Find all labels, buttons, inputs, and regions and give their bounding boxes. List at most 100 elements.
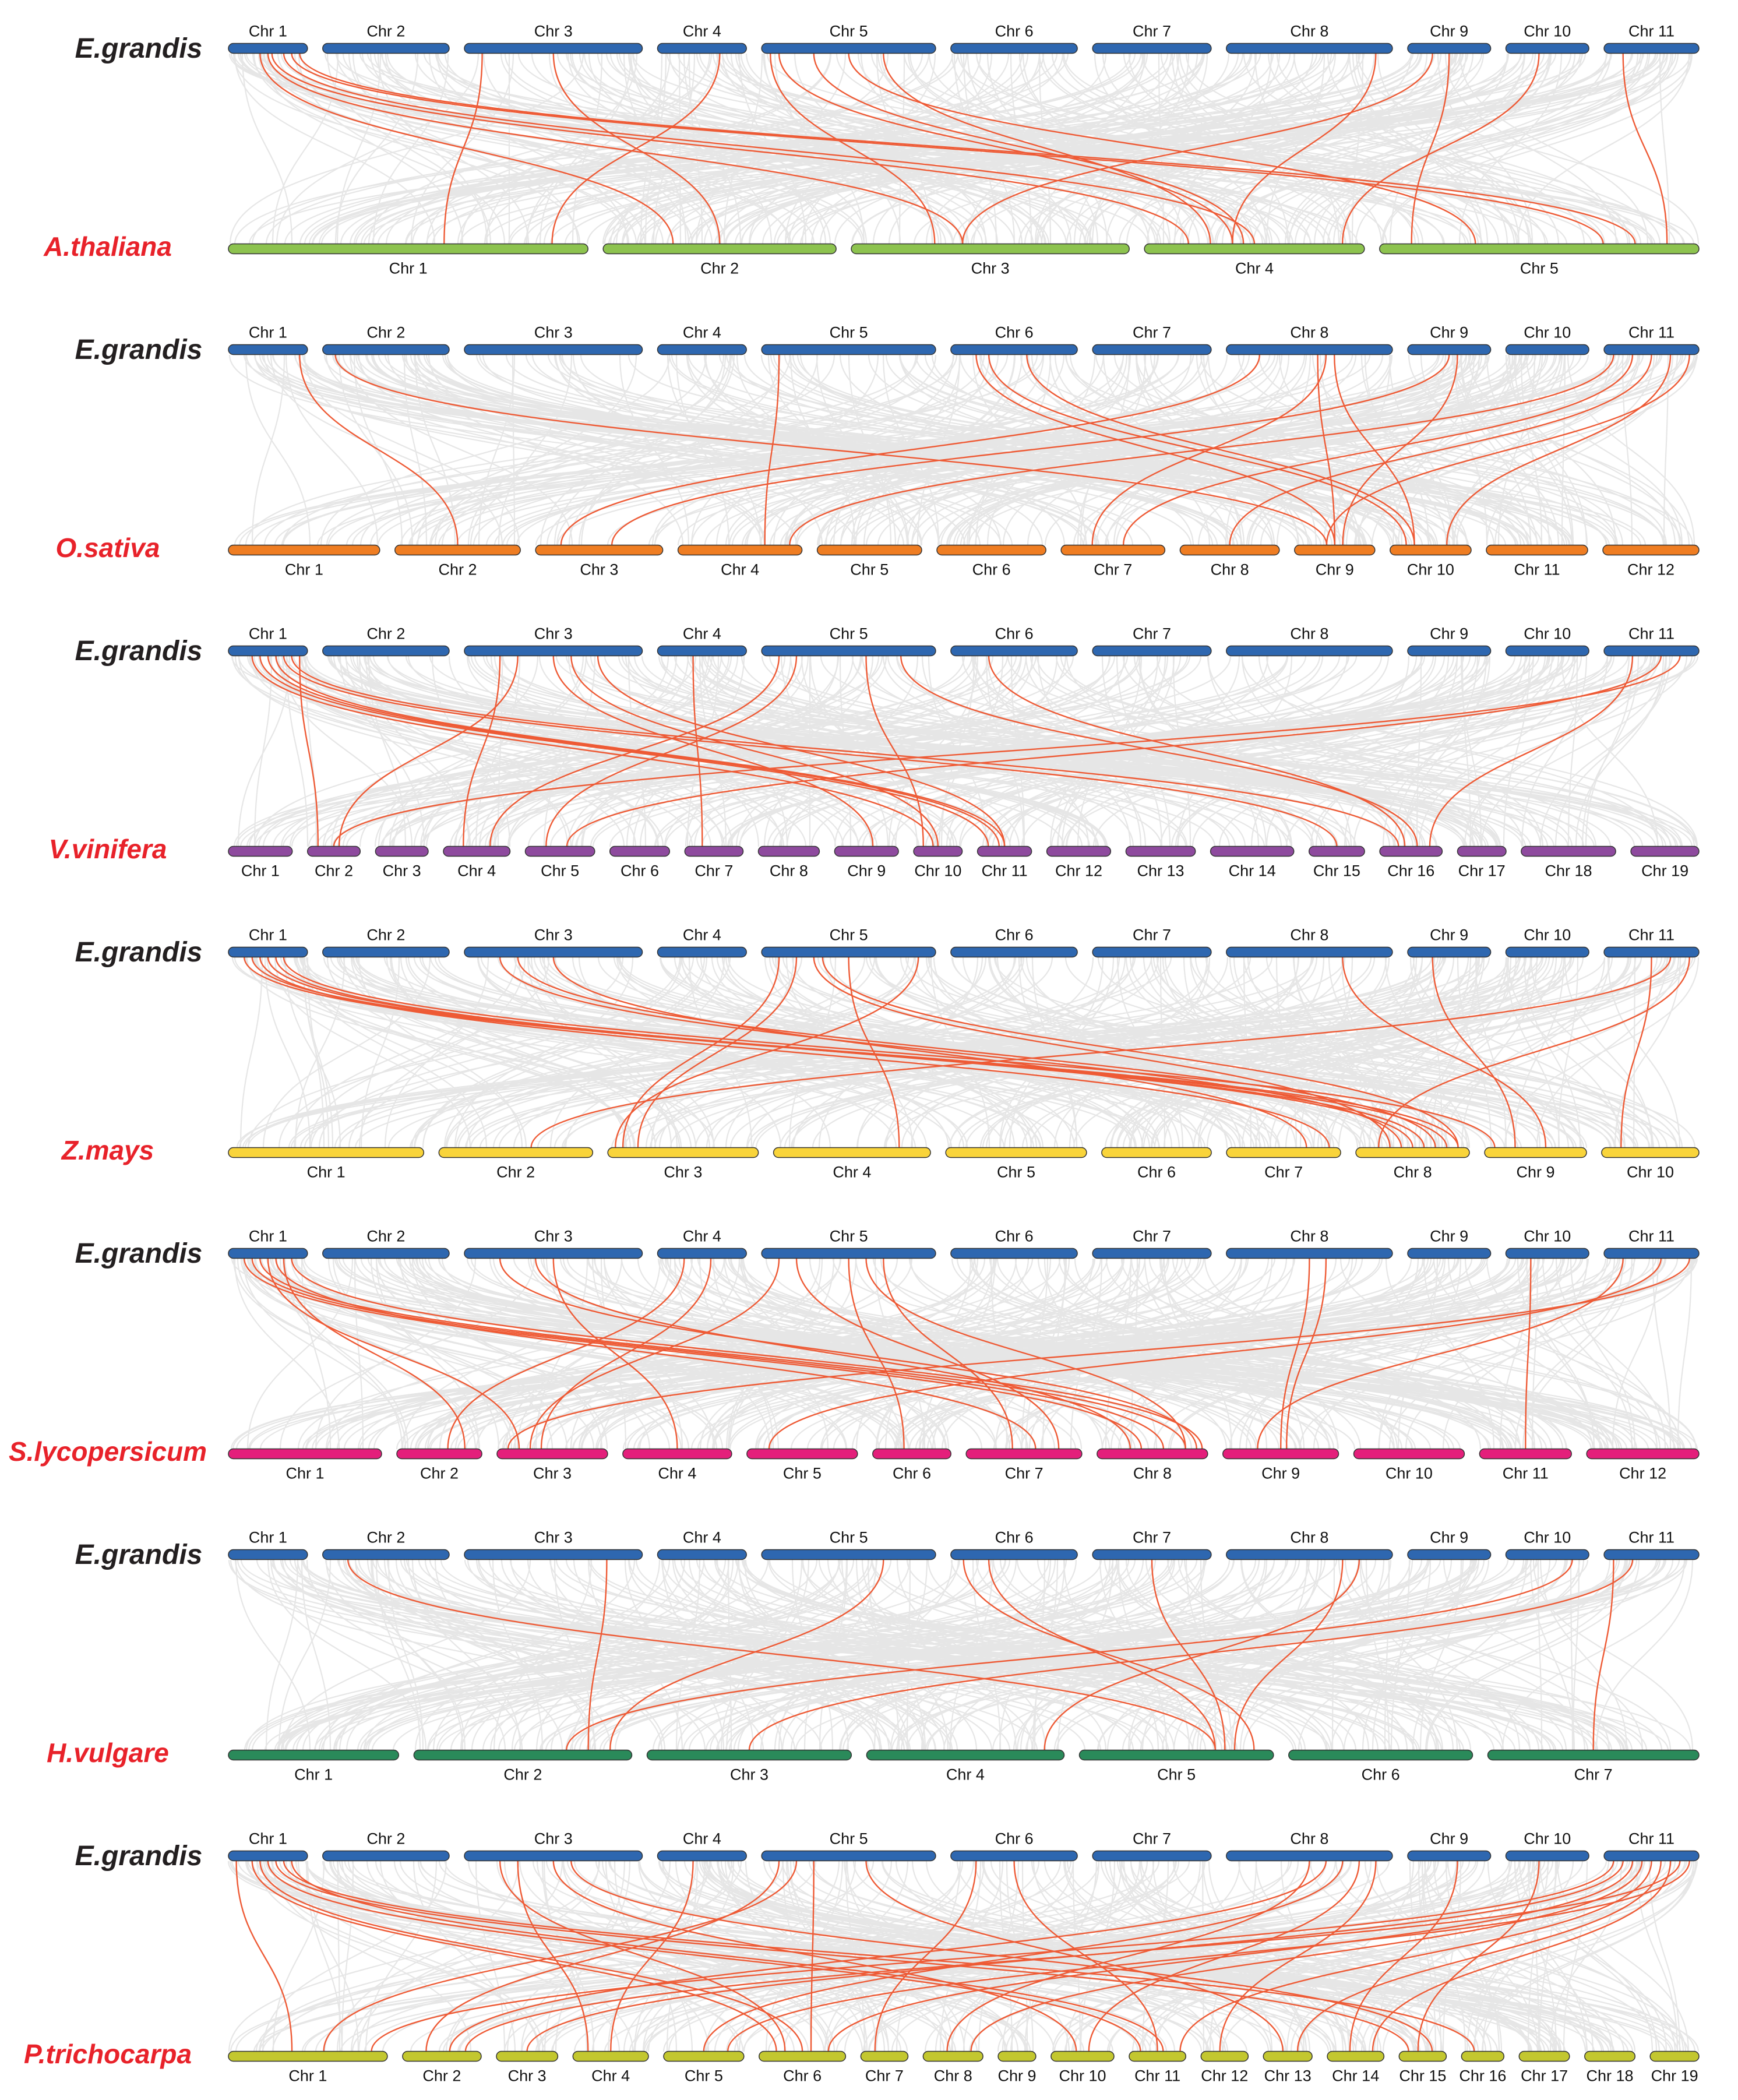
zmays-link-3: [259, 957, 1330, 1148]
ptrichocarpa-target-chr-19: [1649, 2050, 1700, 2062]
slycopersicum-link-18: [1280, 1258, 1310, 1449]
vvinifera-target-chr-label-9: Chr 9: [847, 862, 886, 880]
hvulgare-link-5: [988, 1559, 1216, 1750]
athaliana-reference-chr-6: [950, 43, 1078, 54]
ptrichocarpa-link-33: [464, 1861, 1681, 2052]
athaliana-reference-chr-1: [228, 43, 308, 54]
hvulgare-reference-chr-5: [761, 1549, 936, 1560]
osativa-target-chr-1: [228, 544, 380, 556]
vvinifera-target-chr-19: [1630, 845, 1700, 857]
zmays-link-11: [637, 957, 798, 1148]
hvulgare-reference-chr-label-9: Chr 9: [1430, 1529, 1468, 1546]
hvulgare-link-11: [748, 1559, 1634, 1750]
slycopersicum-target-chr-1: [228, 1448, 382, 1460]
slycopersicum-reference-chr-label-1: Chr 1: [249, 1228, 287, 1245]
osativa-target-chr-label-11: Chr 11: [1514, 561, 1560, 579]
hvulgare-target-chr-3: [646, 1749, 852, 1761]
slycopersicum-link-7: [291, 1258, 1203, 1449]
athaliana-reference-chr-5: [761, 43, 936, 54]
hvulgare-reference-chr-7: [1092, 1549, 1212, 1560]
ptrichocarpa-reference-chr-label-1: Chr 1: [249, 1830, 287, 1848]
osativa-target-chr-label-6: Chr 6: [972, 561, 1011, 579]
osativa-reference-chr-label-4: Chr 4: [683, 324, 721, 341]
slycopersicum-reference-chr-label-3: Chr 3: [534, 1228, 573, 1245]
osativa-target-chr-12: [1602, 544, 1700, 556]
vvinifera-link-18: [988, 656, 1406, 847]
hvulgare-reference-chr-9: [1407, 1549, 1492, 1560]
ptrichocarpa-target-chr-8: [922, 2050, 983, 2062]
vvinifera-target-chr-label-12: Chr 12: [1055, 862, 1102, 880]
labels: Chr 1 Chr 2 Chr 3 Chr 4 Chr 5 Chr 6 Chr 7 Chr 8…: [9, 23, 1698, 2085]
hvulgare-reference-chr-1: [228, 1549, 308, 1560]
zmays-reference-chr-5: [761, 946, 936, 958]
ptrichocarpa-target-chr-label-16: Chr 16: [1459, 2067, 1506, 2085]
vvinifera-reference-chr-label-8: Chr 8: [1290, 625, 1328, 643]
vvinifera-reference-chr-label-9: Chr 9: [1430, 625, 1468, 643]
ptrichocarpa-target-chr-label-4: Chr 4: [591, 2067, 630, 2085]
osativa-reference-chr-label-5: Chr 5: [830, 324, 868, 341]
athaliana-link-13: [848, 53, 1476, 244]
osativa-target-chr-label-5: Chr 5: [850, 561, 889, 579]
hvulgare-target-chr-5: [1078, 1749, 1274, 1761]
athaliana-species-label: A.thaliana: [43, 231, 172, 262]
osativa-reference-chr-10: [1505, 344, 1589, 355]
zmays-reference-chr-4: [657, 946, 747, 958]
osativa-target-chr-10: [1390, 544, 1472, 556]
zmays-target-chr-label-3: Chr 3: [664, 1164, 702, 1181]
slycopersicum-reference-chr-label-6: Chr 6: [995, 1228, 1034, 1245]
ptrichocarpa-target-chr-label-12: Chr 12: [1201, 2067, 1248, 2085]
vvinifera-link-14: [489, 656, 780, 847]
athaliana-target-chr-1: [228, 243, 588, 255]
ptrichocarpa-reference-species-label: E.grandis: [75, 1841, 203, 1872]
ptrichocarpa-target-chr-label-19: Chr 19: [1651, 2067, 1698, 2085]
hvulgare-link-10: [1592, 1559, 1614, 1750]
ptrichocarpa-target-chr-16: [1461, 2050, 1505, 2062]
slycopersicum-link-6: [283, 1258, 466, 1449]
ptrichocarpa-link-23: [1219, 1861, 1377, 2052]
ptrichocarpa-reference-chr-7: [1092, 1850, 1212, 1862]
osativa-reference-chr-9: [1407, 344, 1492, 355]
hvulgare-target-chr-label-4: Chr 4: [946, 1766, 985, 1784]
osativa-link-7: [560, 354, 1261, 545]
zmays-target-chr-8: [1355, 1147, 1470, 1158]
athaliana-target-chr-label-4: Chr 4: [1235, 260, 1274, 277]
osativa-link-4: [975, 354, 1335, 545]
zmays-reference-chr-8: [1226, 946, 1393, 958]
osativa-target-chr-label-2: Chr 2: [438, 561, 477, 579]
vvinifera-reference-chr-label-4: Chr 4: [683, 625, 721, 643]
osativa-reference-chr-6: [950, 344, 1078, 355]
zmays-target-chr-5: [945, 1147, 1087, 1158]
zmays-reference-chr-7: [1092, 946, 1212, 958]
ptrichocarpa-reference-chr-11: [1603, 1850, 1700, 1862]
vvinifera-link-13: [692, 656, 703, 847]
slycopersicum-target-chr-label-7: Chr 7: [1005, 1465, 1043, 1482]
ptrichocarpa-link-14: [323, 1861, 798, 2052]
osativa-reference-chr-label-6: Chr 6: [995, 324, 1034, 341]
hvulgare-target-chr-7: [1487, 1749, 1700, 1761]
athaliana-link-2: [267, 53, 964, 244]
zmays-target-chr-1: [228, 1147, 425, 1158]
vvinifera-target-chr-11: [976, 845, 1032, 857]
ptrichocarpa-target-chr-label-10: Chr 10: [1059, 2067, 1106, 2085]
slycopersicum-link-17: [883, 1258, 1013, 1449]
athaliana-reference-chr-label-5: Chr 5: [830, 23, 868, 40]
zmays-link-15: [615, 957, 919, 1148]
slycopersicum-target-chr-label-1: Chr 1: [285, 1465, 324, 1482]
zmays-reference-chr-label-2: Chr 2: [366, 926, 405, 944]
vvinifera-reference-species-label: E.grandis: [75, 636, 203, 667]
ptrichocarpa-target-chr-9: [997, 2050, 1037, 2062]
zmays-link-7: [499, 957, 1402, 1148]
osativa-target-chr-2: [394, 544, 521, 556]
athaliana-reference-chr-10: [1505, 43, 1589, 54]
ptrichocarpa-link-30: [1179, 1861, 1652, 2052]
ptrichocarpa-reference-chr-label-2: Chr 2: [366, 1830, 405, 1848]
ptrichocarpa-link-12: [610, 1861, 694, 2052]
ptrichocarpa-target-chr-label-15: Chr 15: [1399, 2067, 1446, 2085]
vvinifera-link-16: [865, 656, 924, 847]
zmays-reference-chr-label-9: Chr 9: [1430, 926, 1468, 944]
ptrichocarpa-link-31: [1296, 1861, 1662, 2052]
hvulgare-target-chr-label-7: Chr 7: [1574, 1766, 1613, 1784]
athaliana-target-chr-3: [851, 243, 1130, 255]
osativa-link-9: [1091, 354, 1327, 545]
vvinifera-reference-chr-4: [657, 645, 747, 657]
